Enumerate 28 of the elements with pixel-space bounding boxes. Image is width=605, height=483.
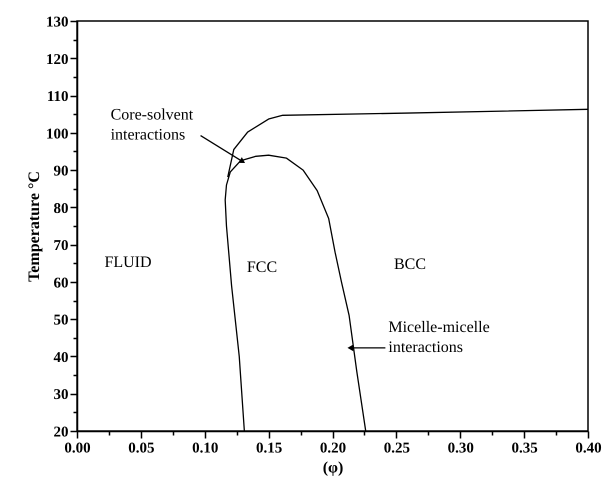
annotation: BCC [394,256,426,273]
x-tick-label: 0.25 [384,440,410,456]
annotation: Micelle-micelle interactions [388,318,490,356]
y-tick-label: 30 [54,387,68,404]
x-tick-label: 0.40 [575,440,602,456]
x-tick-label: 0.15 [256,440,282,456]
x-axis-title: (φ) [322,460,344,476]
y-axis-title: Temperature °C [26,171,43,282]
y-tick-label: 60 [54,275,68,292]
annotation: FLUID [104,254,152,271]
y-tick-label: 80 [54,200,68,217]
y-tick-label: 130 [46,14,68,30]
y-tick-label: 90 [54,164,68,180]
x-tick-label: 0.10 [192,440,218,456]
y-tick-label: 100 [46,126,68,142]
y-tick-label: 50 [54,312,68,329]
y-tick-label: 70 [54,238,68,254]
y-tick-label: 40 [54,350,68,366]
annotation: Core-solvent interactions [110,106,194,144]
x-tick-label: 0.30 [448,440,474,456]
x-tick-label: 0.00 [64,440,91,456]
y-tick-label: 120 [46,52,68,68]
annotation: FCC [246,259,278,276]
y-tick-label: 20 [54,424,68,440]
x-tick-label: 0.05 [128,440,154,456]
x-tick-label: 0.20 [320,440,346,456]
y-tick-label: 110 [46,89,68,106]
x-tick-label: 0.35 [512,440,538,456]
